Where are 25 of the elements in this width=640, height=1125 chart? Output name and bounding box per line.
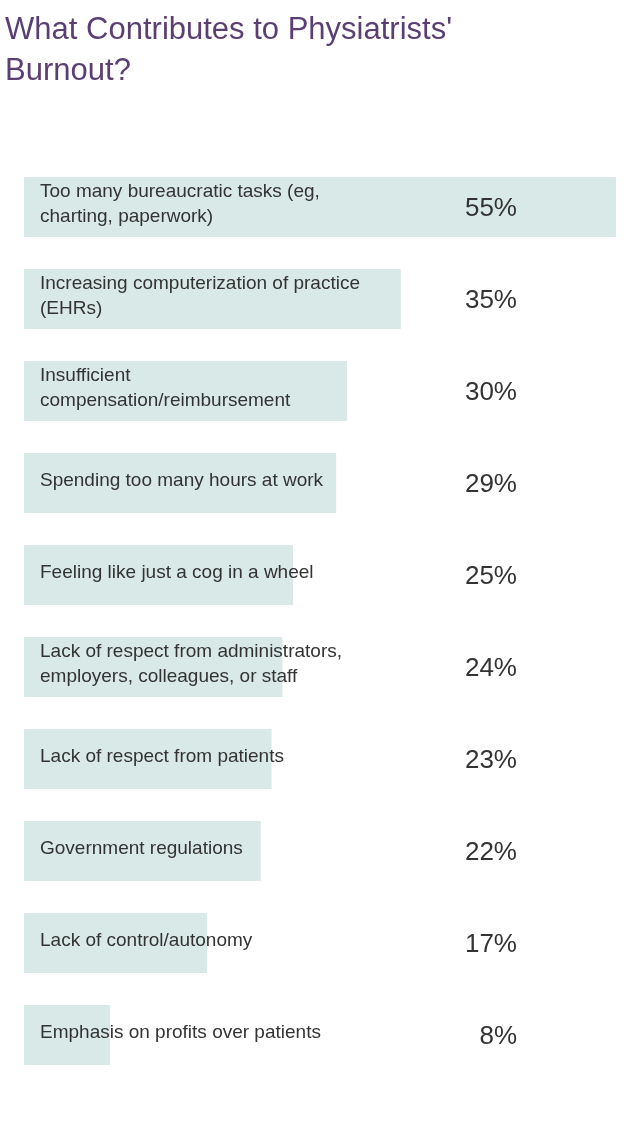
bar [24, 269, 401, 329]
data-label: 17% [464, 928, 517, 959]
bar [24, 453, 337, 513]
data-label: 29% [464, 468, 517, 499]
data-label: 22% [464, 836, 517, 867]
data-label: 55% [464, 192, 517, 223]
bar [24, 177, 616, 237]
y-tick-label: Lack of control/autonomy [40, 929, 253, 950]
y-tick-label: Government regulations [40, 837, 243, 858]
data-label: 30% [464, 376, 517, 407]
data-label: 24% [464, 652, 517, 683]
data-label: 25% [464, 560, 517, 591]
data-label: 23% [464, 744, 517, 775]
y-tick-label: Feeling like just a cog in a wheel [40, 561, 314, 582]
y-tick-label: Too many bureaucratic tasks (eg, charting, paperwork) [40, 180, 320, 226]
y-tick-label: Spending too many hours at work [40, 469, 324, 490]
y-tick-label: Lack of respect from patients [40, 745, 284, 766]
y-tick-label: Increasing computerization of practice (EHRs) [40, 272, 360, 318]
data-label: 8% [479, 1020, 517, 1051]
chart-title: What Contributes to Physiatrists' Burnout? [5, 11, 453, 87]
y-tick-label: Lack of respect from administrators, employers, colleagues, or staff [40, 640, 342, 686]
bar [24, 821, 261, 881]
y-tick-label: Emphasis on profits over patients [40, 1021, 321, 1042]
data-label: 35% [464, 284, 517, 315]
y-tick-label: Insufficient compensation/reimbursement [40, 364, 292, 410]
